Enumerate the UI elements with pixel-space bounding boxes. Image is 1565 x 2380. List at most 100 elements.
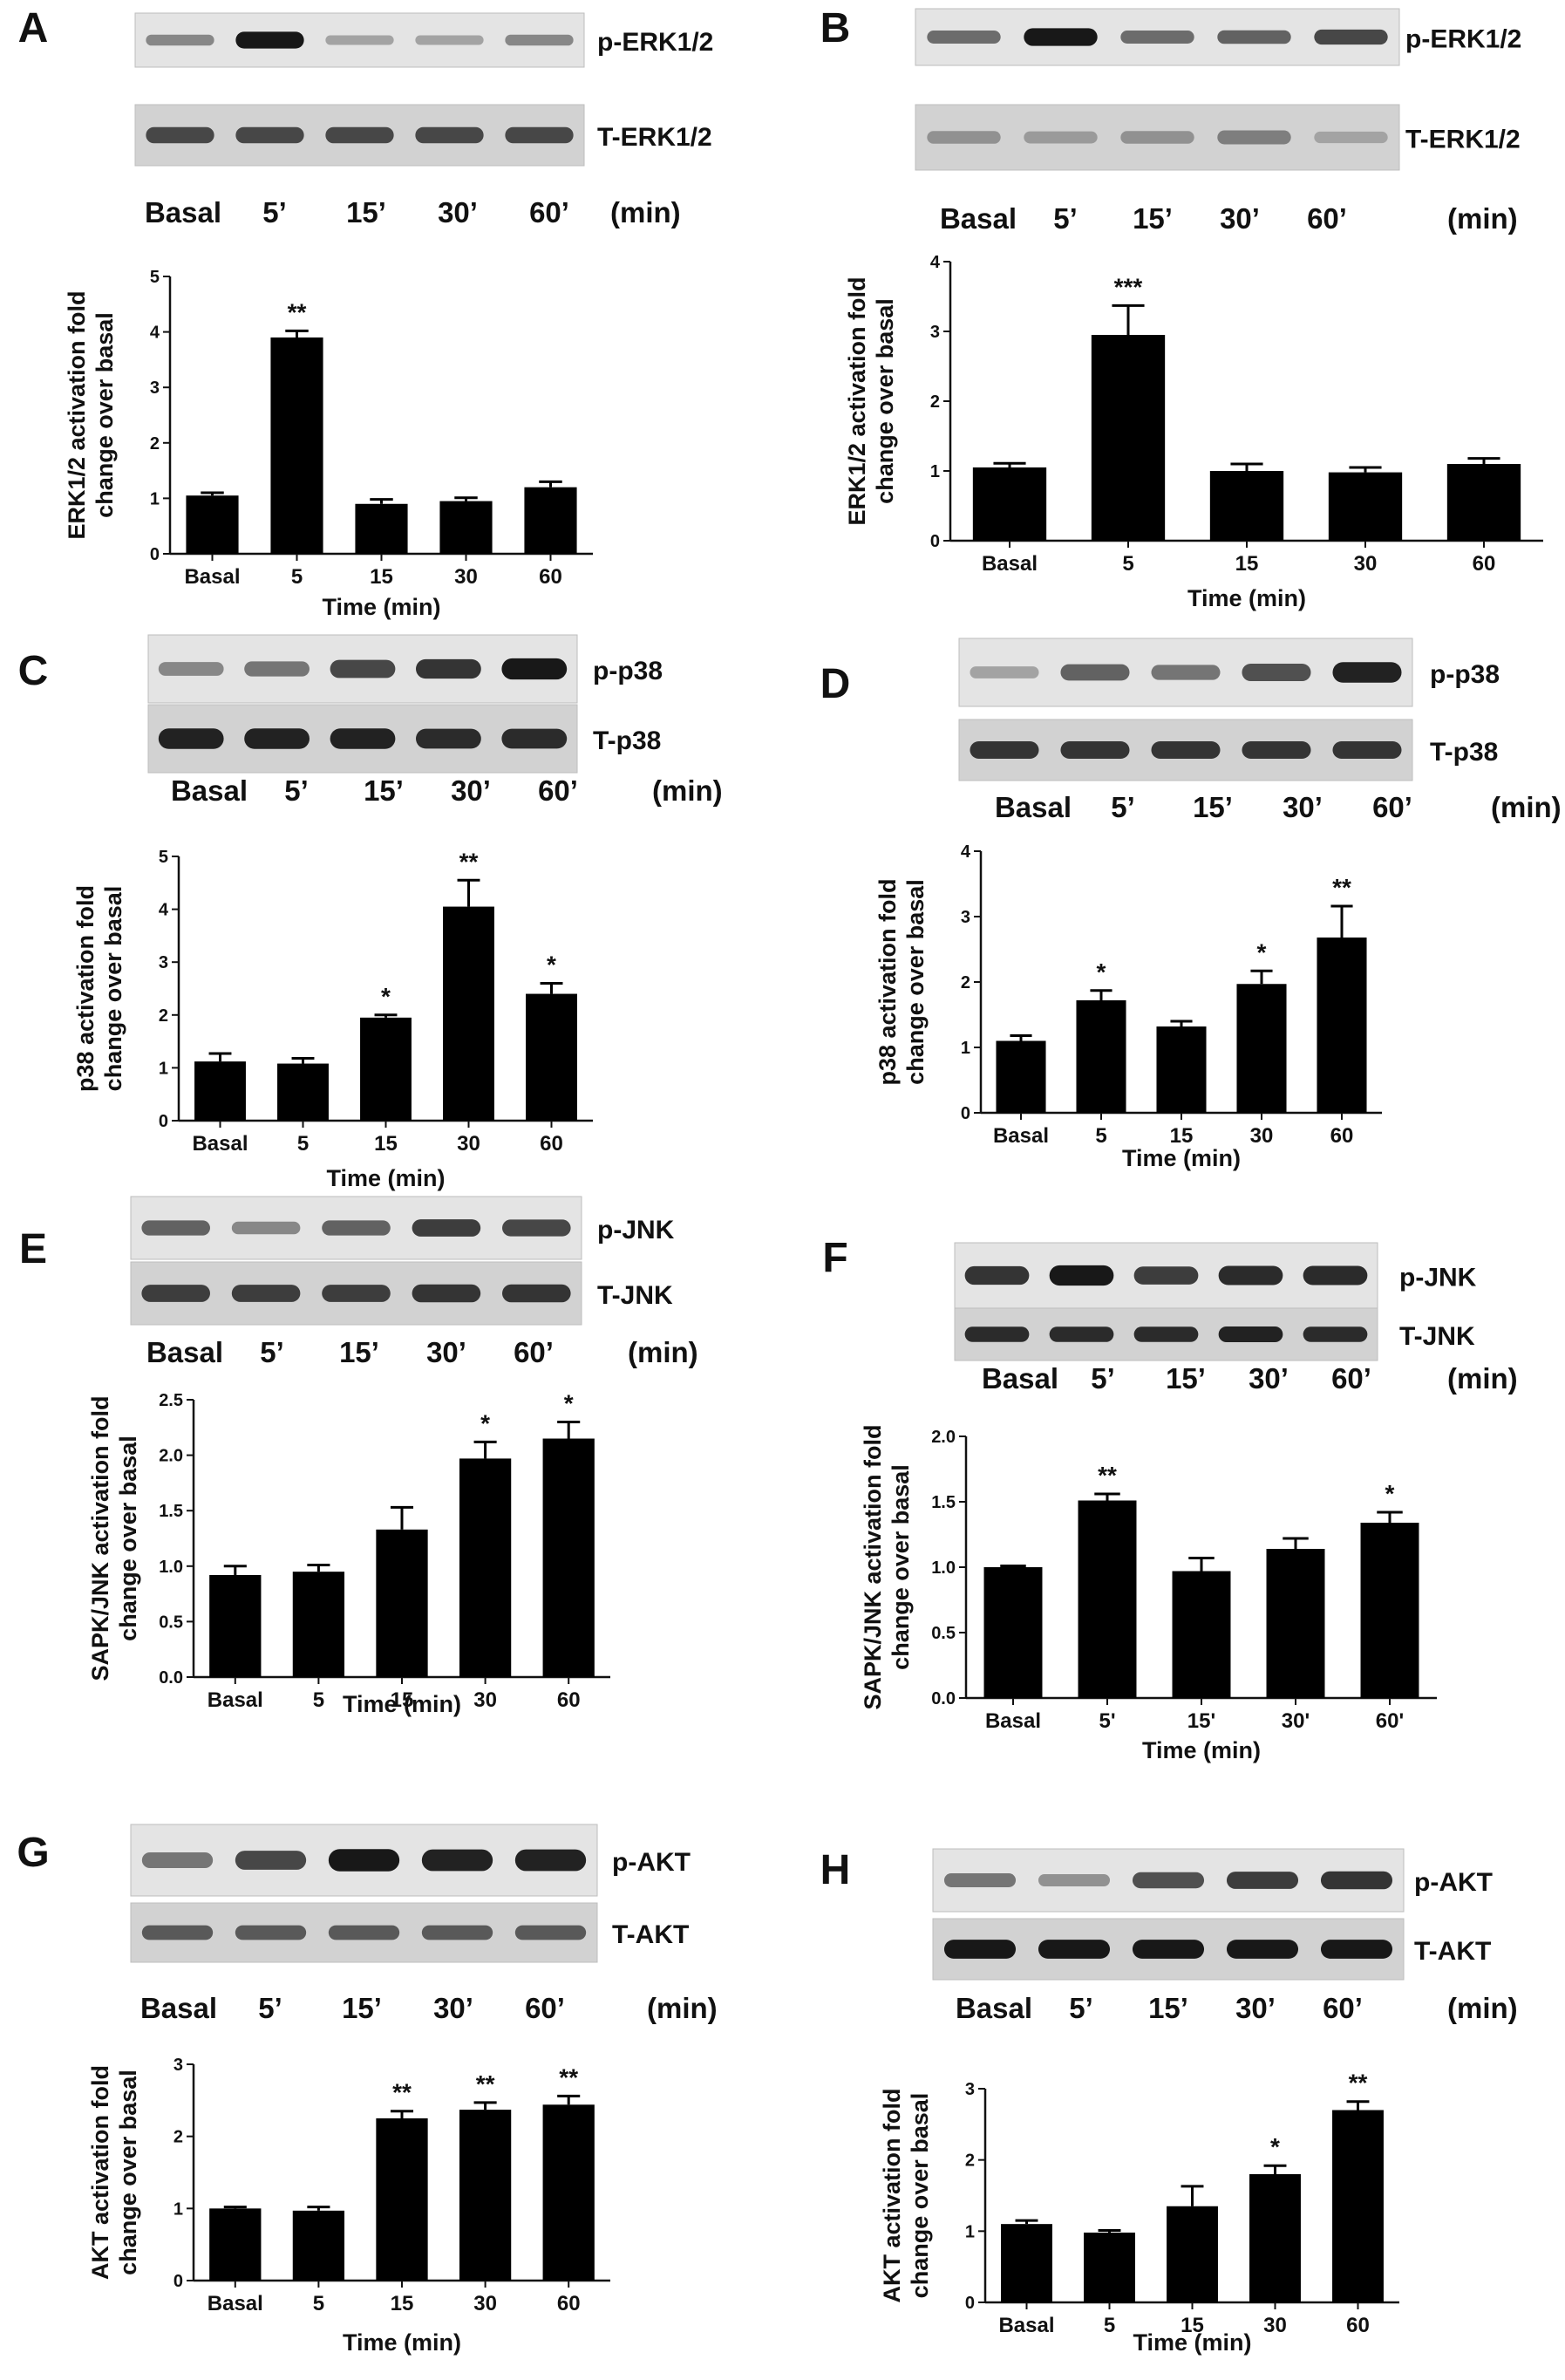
- blot-band: [415, 35, 484, 45]
- blot-band: [231, 1285, 301, 1302]
- y-tick-label: 0: [150, 545, 160, 564]
- blot-lane-label: 30’: [1283, 791, 1323, 823]
- bar: [526, 993, 577, 1121]
- y-tick-label: 0: [174, 2272, 183, 2291]
- bar: [186, 495, 239, 554]
- blot-band: [1132, 1940, 1205, 1959]
- y-tick-label: 2.0: [931, 1428, 956, 1447]
- blot-row-label: p-ERK1/2: [1405, 25, 1521, 54]
- y-tick-label: 1.0: [931, 1558, 956, 1578]
- x-tick-label: 60: [1346, 2314, 1370, 2337]
- blot-band: [1242, 741, 1311, 759]
- blot-band: [421, 1849, 493, 1872]
- blot-band: [964, 1326, 1030, 1342]
- x-tick-label: 30: [1354, 552, 1378, 576]
- blot-band: [1038, 1940, 1111, 1959]
- blot-lane-label: 60’: [1372, 791, 1412, 823]
- blot-unit-label: (min): [647, 1992, 718, 2024]
- x-axis-title: Time (min): [326, 1165, 445, 1191]
- bar-chart-c: 0 1 2 3 4 5 Basal 5 * 15 ** 30 * 60 Time (min) p38 acti…: [72, 848, 593, 1191]
- bar: [1084, 2232, 1135, 2302]
- blot-band: [1242, 663, 1311, 682]
- significance-marker: *: [480, 1409, 490, 1436]
- significance-marker: **: [1098, 1462, 1117, 1489]
- significance-marker: *: [564, 1389, 574, 1416]
- blot-lane-label: Basal: [940, 202, 1017, 235]
- x-tick-label: 30: [457, 1132, 480, 1156]
- bar: [292, 1572, 345, 1677]
- blot-row-label: T-ERK1/2: [597, 123, 712, 152]
- bar: [194, 1061, 246, 1121]
- y-axis-title-line2: change over basal: [115, 2070, 141, 2275]
- x-tick-label: 30: [1250, 1124, 1274, 1148]
- y-tick-label: 0: [930, 532, 940, 551]
- blot-band: [1332, 741, 1402, 759]
- significance-marker: ***: [1114, 273, 1143, 300]
- blot-band: [1049, 1326, 1114, 1342]
- blot-band: [416, 658, 481, 679]
- blot-lane-label: 5’: [260, 1336, 284, 1368]
- y-tick-label: 0.0: [159, 1668, 183, 1688]
- blot-band: [1060, 664, 1130, 681]
- blot-unit-label: (min): [652, 774, 723, 807]
- blot-lane-label: 30’: [426, 1336, 466, 1368]
- bar: [355, 503, 408, 554]
- blot-row-label: T-JNK: [597, 1281, 673, 1310]
- y-tick-label: 0: [961, 1104, 970, 1123]
- bar: [360, 1017, 412, 1121]
- panel-label-e: E: [19, 1226, 47, 1272]
- x-tick-label: 60: [1473, 552, 1496, 576]
- y-tick-label: 3: [965, 2080, 975, 2099]
- x-tick-label: Basal: [184, 565, 240, 589]
- blot-band: [235, 1851, 307, 1870]
- blot-unit-label: (min): [1491, 791, 1562, 823]
- x-tick-label: 15: [1235, 552, 1259, 576]
- blot-band: [415, 126, 484, 144]
- blot-band: [1303, 1265, 1368, 1285]
- x-tick-label: 15': [1187, 1709, 1215, 1733]
- bar-chart-b: 0 1 2 3 4 Basal *** 5 15 30 60 Time (min) ERK1/2 act…: [844, 253, 1543, 611]
- blot-band: [141, 1851, 214, 1869]
- blot-row-label: p-AKT: [1414, 1868, 1493, 1897]
- blot-band: [501, 658, 568, 680]
- y-tick-label: 2.5: [159, 1391, 183, 1410]
- x-tick-label: 60': [1376, 1709, 1404, 1733]
- blot-lane-label: Basal: [956, 1992, 1032, 2024]
- y-axis-title-line2: change over basal: [888, 1464, 914, 1670]
- bar: [996, 1040, 1046, 1113]
- panel-label-a: A: [18, 5, 49, 51]
- y-tick-label: 1: [961, 1039, 970, 1058]
- blot-lane-label: 15’: [339, 1336, 379, 1368]
- bar: [376, 1529, 428, 1677]
- blot-lane-label: 5’: [262, 196, 287, 228]
- blot-band: [1217, 130, 1291, 145]
- y-axis-title-line2: change over basal: [100, 886, 126, 1092]
- blot-band: [325, 35, 394, 45]
- blot-band: [505, 34, 574, 46]
- blot-band: [322, 1220, 391, 1236]
- x-tick-label: Basal: [208, 2292, 263, 2315]
- blot-band: [244, 728, 310, 749]
- blot-lane-label: 60’: [1331, 1362, 1371, 1395]
- x-tick-label: 5: [1122, 552, 1133, 576]
- blot-band: [1217, 30, 1291, 44]
- y-tick-label: 1.5: [931, 1493, 956, 1512]
- blot-band: [421, 1925, 493, 1940]
- y-axis-title-line2: change over basal: [92, 312, 118, 518]
- blot-band: [244, 661, 310, 677]
- blot-band: [1226, 1940, 1299, 1959]
- x-tick-label: 5': [1099, 1709, 1115, 1733]
- y-axis-title-line1: AKT activation fold: [879, 2088, 905, 2302]
- x-axis-title: Time (min): [343, 1691, 461, 1717]
- x-tick-label: 5: [1095, 1124, 1106, 1148]
- blot-band: [1024, 131, 1098, 144]
- blot-band: [325, 126, 394, 144]
- significance-marker: *: [1257, 938, 1267, 965]
- bar: [1317, 938, 1367, 1113]
- blot-band: [1218, 1326, 1283, 1343]
- blot-band: [501, 728, 568, 749]
- significance-marker: **: [476, 2070, 495, 2097]
- x-tick-label: 15: [1170, 1124, 1194, 1148]
